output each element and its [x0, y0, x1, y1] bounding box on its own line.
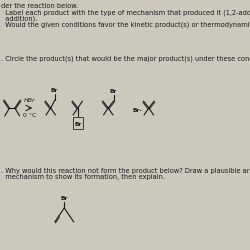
- Text: . Why would this reaction not form the product below? Draw a plausible arrow-pu: . Why would this reaction not form the p…: [1, 168, 250, 174]
- Text: . Circle the product(s) that would be the major product(s) under these condition: . Circle the product(s) that would be th…: [1, 55, 250, 62]
- Text: Br: Br: [50, 88, 58, 93]
- Text: HBr: HBr: [24, 98, 36, 103]
- Text: 0 °C: 0 °C: [23, 113, 36, 118]
- Bar: [73, 117, 83, 129]
- Text: mechanism to show its formation, then explain.: mechanism to show its formation, then ex…: [1, 174, 165, 180]
- Text: der the reaction below.: der the reaction below.: [1, 3, 78, 9]
- Text: Would the given conditions favor the kinetic product(s) or thermodynamic prod: Would the given conditions favor the kin…: [1, 21, 250, 28]
- Text: Br: Br: [109, 89, 117, 94]
- Text: Br-: Br-: [132, 108, 142, 112]
- Text: Br: Br: [60, 196, 68, 201]
- Text: Br: Br: [74, 122, 82, 128]
- Text: Label each product with the type of mechanism that produced it (1,2-addition or: Label each product with the type of mech…: [1, 9, 250, 16]
- Text: addition).: addition).: [1, 15, 37, 22]
